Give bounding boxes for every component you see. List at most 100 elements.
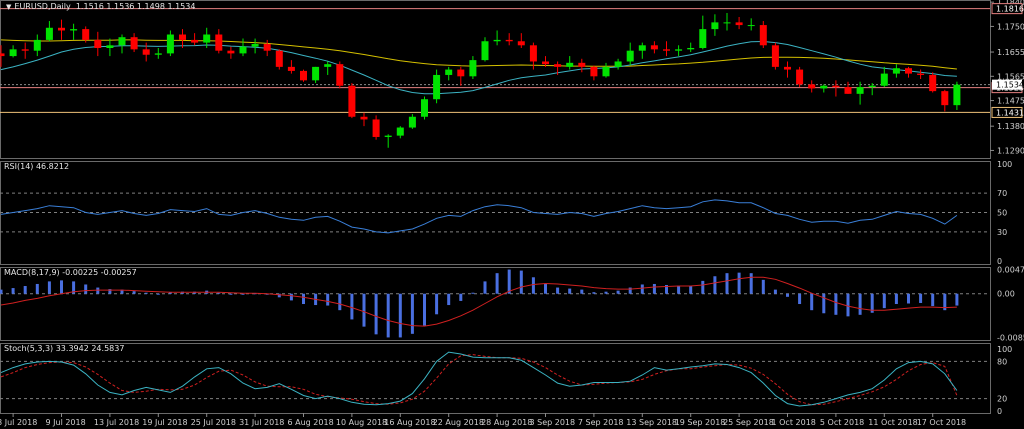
macd-bar xyxy=(96,287,100,294)
rsi-tick-label: 50 xyxy=(997,209,1007,218)
candle-body xyxy=(179,34,186,40)
date-tick-label: 5 Oct 2018 xyxy=(820,418,864,427)
candle-body xyxy=(94,39,102,48)
macd-bar xyxy=(761,279,765,294)
candle-body xyxy=(747,25,755,27)
candle-body xyxy=(796,69,804,85)
macd-bar xyxy=(725,273,729,294)
candle-body xyxy=(602,66,610,77)
candle-body xyxy=(457,69,465,77)
candle-body xyxy=(578,62,586,67)
macd-signal-line xyxy=(0,276,957,327)
candle-body xyxy=(723,22,731,24)
candle-body xyxy=(421,99,428,117)
main-panel-frame xyxy=(0,0,991,159)
stoch-panel-title: Stoch(5,3,3) 33.3942 24.5837 xyxy=(4,344,125,353)
macd-bar xyxy=(955,293,959,306)
macd-bar xyxy=(156,293,160,295)
macd-bar xyxy=(241,293,245,295)
candle-body xyxy=(638,45,646,51)
macd-bar xyxy=(652,283,656,294)
macd-bar xyxy=(398,293,402,338)
stoch-tick-label: 100 xyxy=(997,345,1012,354)
candle-body xyxy=(493,39,501,42)
macd-bar xyxy=(423,293,426,326)
date-tick-label: 3 Jul 2018 xyxy=(0,418,37,427)
macd-bar xyxy=(943,293,947,311)
macd-bar xyxy=(834,293,838,315)
macd-bar xyxy=(544,283,547,294)
macd-bar xyxy=(580,289,584,294)
candle-body xyxy=(130,37,138,50)
date-tick-label: 19 Jul 2018 xyxy=(142,418,187,427)
candle-body xyxy=(372,119,380,137)
price-tick-label: 1.1290 xyxy=(997,146,1024,155)
macd-bar xyxy=(120,289,124,294)
candle-body xyxy=(880,73,888,86)
candle-body xyxy=(0,53,5,57)
macd-bar xyxy=(749,273,753,294)
candle-body xyxy=(336,64,344,86)
date-tick-label: 22 Aug 2018 xyxy=(433,418,484,427)
date-tick-label: 3 Sep 2018 xyxy=(530,418,576,427)
macd-panel-title: MACD(8,17,9) -0.00225 -0.00257 xyxy=(4,268,137,277)
candle-body xyxy=(396,127,404,136)
rsi-tick-label: 0 xyxy=(997,257,1002,266)
candle-body xyxy=(33,39,41,51)
macd-bar xyxy=(72,281,76,294)
candle-body xyxy=(408,116,416,128)
candle-body xyxy=(663,49,670,51)
macd-bar xyxy=(289,293,293,301)
macd-bar xyxy=(108,289,112,294)
candle-body xyxy=(529,45,537,62)
date-tick-label: 13 Sep 2018 xyxy=(626,418,677,427)
macd-bar xyxy=(604,291,608,294)
macd-bar xyxy=(592,292,596,294)
candle-body xyxy=(142,49,150,55)
collapse-arrow-icon[interactable]: ▼ xyxy=(6,3,12,11)
candle-body xyxy=(784,66,791,70)
macd-bar xyxy=(84,284,88,294)
candle-body xyxy=(517,41,525,46)
macd-bar xyxy=(217,292,221,294)
macd-bar xyxy=(483,281,487,294)
rsi-line xyxy=(0,199,958,234)
candle-body xyxy=(445,69,453,75)
macd-bar xyxy=(689,285,693,294)
macd-bar xyxy=(11,288,15,294)
candle-body xyxy=(360,116,368,120)
candle-body xyxy=(542,61,549,65)
candle-body xyxy=(251,43,259,47)
date-tick-label: 25 Jul 2018 xyxy=(191,418,236,427)
candle-body xyxy=(166,34,174,54)
candle-body xyxy=(953,84,961,106)
macd-bar xyxy=(410,293,414,334)
candle-body xyxy=(45,27,53,40)
macd-bar xyxy=(47,281,51,294)
level-label-2: 1.1431 xyxy=(996,108,1024,117)
macd-tick-label: 0.00 xyxy=(997,290,1015,299)
rsi-tick-label: 100 xyxy=(997,160,1012,169)
candle-body xyxy=(215,34,223,51)
macd-bar xyxy=(556,287,560,294)
macd-bar xyxy=(23,286,27,294)
candle-body xyxy=(771,45,779,67)
candle-body xyxy=(433,74,441,100)
macd-bar xyxy=(193,291,197,294)
macd-bar xyxy=(168,292,172,294)
rsi-panel-title: RSI(14) 46.8212 xyxy=(4,162,70,171)
stoch-tick-label: 20 xyxy=(997,395,1007,404)
candle-body xyxy=(384,135,392,137)
ma-slow-line xyxy=(0,39,957,70)
macd-bar xyxy=(628,287,632,294)
candle-body xyxy=(566,62,574,67)
price-tick-label: 1.1380 xyxy=(997,122,1024,131)
macd-bar xyxy=(447,293,451,306)
macd-bar xyxy=(677,285,681,294)
candle-body xyxy=(614,61,622,67)
candle-body xyxy=(626,50,634,62)
candle-body xyxy=(675,49,683,51)
macd-bar xyxy=(798,293,802,305)
date-tick-label: 11 Oct 2018 xyxy=(868,418,917,427)
